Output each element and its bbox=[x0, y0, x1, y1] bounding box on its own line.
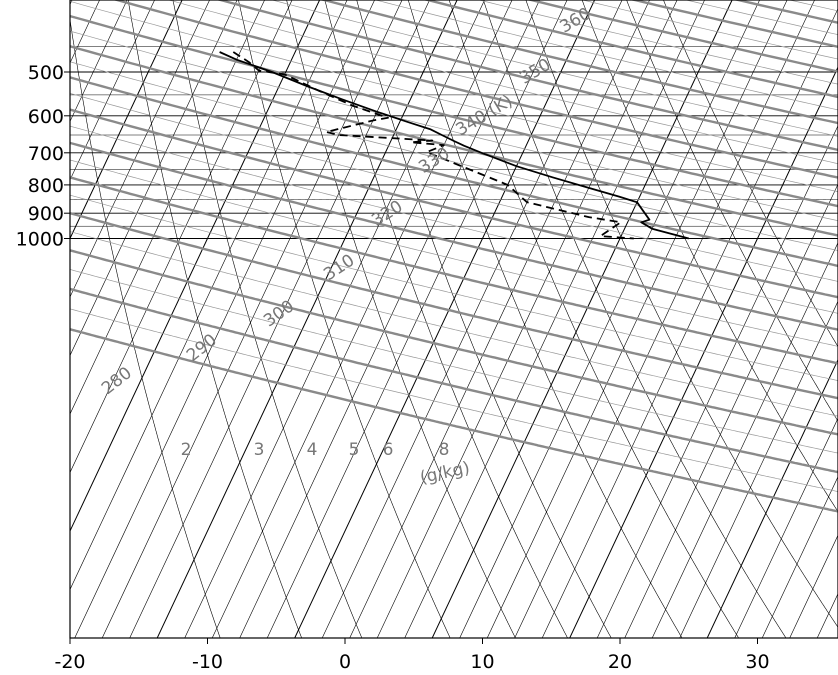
isotherm-minor bbox=[70, 0, 210, 298]
x-tick-labels: -20 -10 0 10 20 30 bbox=[54, 651, 769, 673]
mixing-ratio-line bbox=[663, 0, 838, 348]
mixing-ratio-label: 8 bbox=[439, 440, 450, 460]
major-isotherms bbox=[0, 0, 838, 648]
isotherm-minor bbox=[349, 0, 650, 638]
mixing-ratio-line bbox=[483, 0, 787, 638]
y-tick-label: 500 bbox=[28, 62, 64, 84]
isotherm-major bbox=[569, 66, 838, 638]
isotherm-minor bbox=[651, 242, 838, 638]
mixing-ratio-line bbox=[407, 0, 683, 638]
isotherm-minor bbox=[761, 476, 838, 638]
minor-isotherms bbox=[0, 0, 838, 648]
isotherm-minor bbox=[70, 0, 238, 357]
isotherm-major bbox=[706, 358, 838, 638]
dry-adiabat-minor bbox=[70, 231, 838, 417]
isotherm-minor bbox=[0, 0, 22, 648]
isotherm-minor bbox=[734, 417, 838, 638]
dry-adiabat-major bbox=[70, 141, 838, 331]
mixing-ratio-lines bbox=[70, 0, 838, 638]
isotherm-minor bbox=[239, 0, 540, 638]
x-tick-label: 0 bbox=[339, 651, 351, 673]
mixing-ratio-label: 2 bbox=[181, 440, 192, 460]
isotherm-minor bbox=[404, 0, 705, 638]
isotherm-major bbox=[0, 0, 49, 648]
dry-adiabat-major bbox=[70, 327, 838, 513]
dry-adiabat-major bbox=[70, 249, 838, 436]
mixing-ratio-label: 6 bbox=[383, 440, 394, 460]
dry-adiabat-major bbox=[70, 211, 838, 400]
y-tick-labels: 500 600 700 800 900 1000 bbox=[16, 62, 64, 251]
mixing-ratio-label: 4 bbox=[307, 440, 318, 460]
x-tick-label: -20 bbox=[54, 651, 85, 673]
isotherm-minor bbox=[624, 183, 838, 638]
isotherm-minor bbox=[376, 0, 678, 638]
sounding-profiles bbox=[219, 51, 690, 240]
mixing-ratio-line bbox=[286, 0, 516, 638]
y-tick-label: 600 bbox=[28, 106, 64, 128]
mixing-ratio-line bbox=[626, 0, 838, 422]
mixing-ratio-line bbox=[448, 0, 740, 638]
x-tick-label: 30 bbox=[745, 651, 769, 673]
mixing-ratio-line bbox=[70, 17, 221, 638]
isotherm-minor bbox=[70, 0, 265, 415]
isotherm-major bbox=[70, 0, 321, 533]
isotherm-minor bbox=[596, 125, 838, 638]
y-tick-label: 800 bbox=[28, 175, 64, 197]
isotherm-minor bbox=[541, 8, 838, 638]
isotherm-minor bbox=[321, 0, 623, 638]
isotherm-minor bbox=[74, 0, 375, 638]
x-tick-label: -10 bbox=[192, 651, 223, 673]
isotherm-minor bbox=[514, 0, 815, 638]
mixing-ratio-line bbox=[172, 0, 363, 638]
isotherm-minor bbox=[101, 0, 403, 638]
mixing-ratio-line bbox=[581, 0, 838, 513]
isotherm-major bbox=[156, 0, 458, 638]
x-tick-label: 20 bbox=[608, 651, 632, 673]
mixing-ratio-line bbox=[238, 0, 451, 638]
isotherm-minor bbox=[70, 0, 293, 474]
isotherm-minor bbox=[266, 0, 568, 638]
mixing-ratio-line bbox=[324, 0, 568, 638]
axis-ticks bbox=[64, 71, 758, 644]
isotherm-minor bbox=[459, 0, 760, 638]
dry-adiabat-minor bbox=[70, 269, 838, 454]
x-tick-label: 10 bbox=[470, 651, 494, 673]
dry-adiabat-major bbox=[70, 108, 838, 299]
isotherm-minor bbox=[70, 0, 73, 6]
dry-adiabats bbox=[70, 0, 838, 513]
isotherm-minor bbox=[70, 0, 128, 123]
mixing-ratio-label: 5 bbox=[349, 440, 360, 460]
y-tick-label: 700 bbox=[28, 143, 64, 165]
isotherm-major bbox=[431, 0, 733, 638]
isotherm-minor bbox=[70, 0, 155, 181]
dry-adiabat-minor bbox=[70, 159, 838, 347]
dry-adiabat-minor bbox=[70, 125, 838, 314]
plot-frame bbox=[69, 0, 838, 639]
isotherm-minor bbox=[789, 534, 838, 638]
y-tick-label: 900 bbox=[28, 203, 64, 225]
isotherm-minor bbox=[211, 0, 513, 638]
dry-adiabat-major bbox=[70, 176, 838, 365]
isotherm-minor bbox=[679, 300, 838, 638]
isotherm-minor bbox=[70, 0, 348, 591]
dry-adiabat-minor bbox=[70, 194, 838, 381]
mixing-ratio-line bbox=[127, 0, 303, 638]
y-tick-label: 1000 bbox=[16, 229, 64, 251]
dewpoint-profile bbox=[232, 51, 634, 240]
isotherm-major bbox=[294, 0, 596, 638]
mixing-ratio-label: 3 bbox=[254, 440, 265, 460]
mixing-ratio-line bbox=[356, 0, 612, 638]
isotherm-major bbox=[70, 0, 183, 240]
